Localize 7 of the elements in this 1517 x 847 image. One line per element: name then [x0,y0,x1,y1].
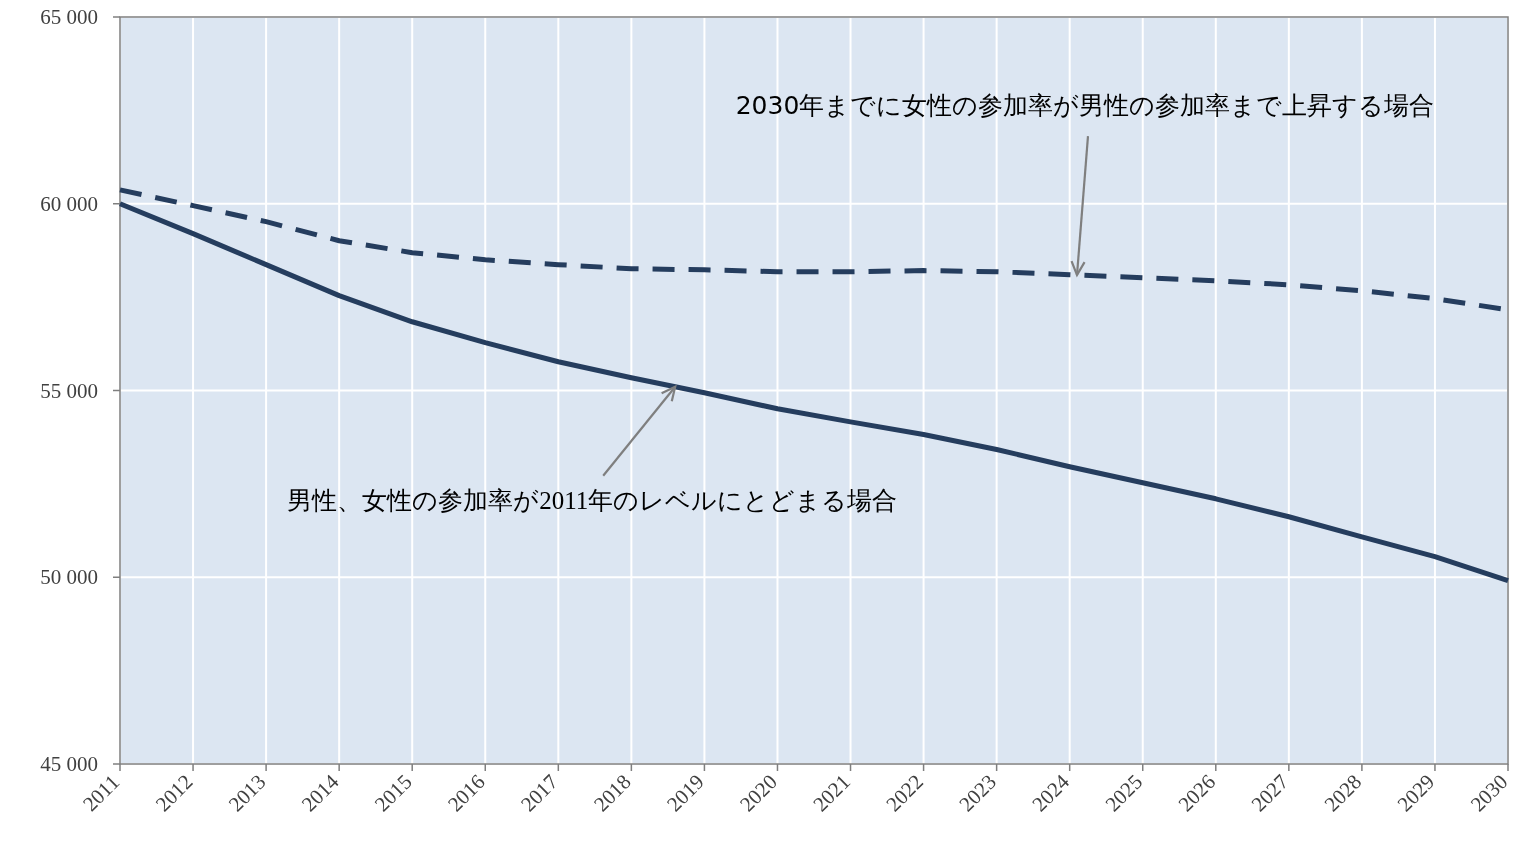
y-tick-label: 65 000 [40,5,98,29]
annotation: 男性、女性の参加率が2011年のレベルにとどまる場合 [287,486,898,514]
y-tick-label: 60 000 [40,191,98,216]
y-tick-label: 45 000 [40,752,98,776]
y-tick-label: 55 000 [40,378,98,403]
y-tick-label: 50 000 [40,565,98,590]
annotation: 2030年までに女性の参加率が男性の参加率まで上昇する場合 [735,91,1435,121]
